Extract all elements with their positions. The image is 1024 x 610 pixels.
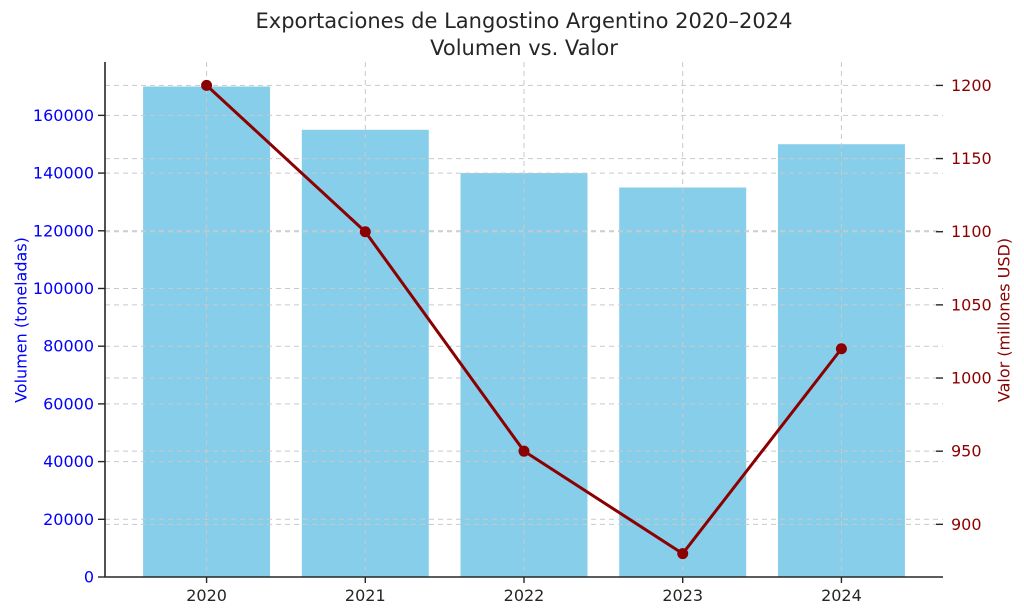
- value-point-2022: [518, 445, 530, 457]
- left-tick-label-60000: 60000: [43, 394, 94, 413]
- chart-title: Exportaciones de Langostino Argentino 20…: [105, 8, 943, 62]
- right-tick-label-1200: 1200: [951, 76, 992, 95]
- left-tick-label-100000: 100000: [33, 279, 94, 298]
- x-tick-label-2022: 2022: [504, 586, 545, 605]
- chart-title-line-1: Exportaciones de Langostino Argentino 20…: [255, 9, 793, 33]
- value-point-2024: [835, 343, 847, 355]
- right-tick-label-900: 900: [951, 515, 982, 534]
- x-tick-label-2024: 2024: [821, 586, 862, 605]
- value-point-2020: [201, 79, 213, 91]
- left-tick-label-140000: 140000: [33, 164, 94, 183]
- right-tick-label-1000: 1000: [951, 369, 992, 388]
- left-tick-label-20000: 20000: [43, 510, 94, 529]
- x-tick-label-2021: 2021: [345, 586, 386, 605]
- x-tick-label-2023: 2023: [662, 586, 703, 605]
- value-point-2021: [359, 226, 371, 238]
- left-tick-label-120000: 120000: [33, 221, 94, 240]
- left-tick-label-80000: 80000: [43, 337, 94, 356]
- chart-title-line-2: Volumen vs. Valor: [430, 36, 618, 60]
- value-point-2023: [677, 548, 689, 560]
- right-tick-label-1150: 1150: [951, 149, 992, 168]
- bar-2022: [460, 173, 588, 577]
- left-tick-label-0: 0: [84, 568, 94, 587]
- left-tick-label-160000: 160000: [33, 106, 94, 125]
- right-tick-label-950: 950: [951, 442, 982, 461]
- right-tick-label-1100: 1100: [951, 222, 992, 241]
- x-tick-label-2020: 2020: [186, 586, 227, 605]
- left-tick-label-40000: 40000: [43, 452, 94, 471]
- right-tick-label-1050: 1050: [951, 295, 992, 314]
